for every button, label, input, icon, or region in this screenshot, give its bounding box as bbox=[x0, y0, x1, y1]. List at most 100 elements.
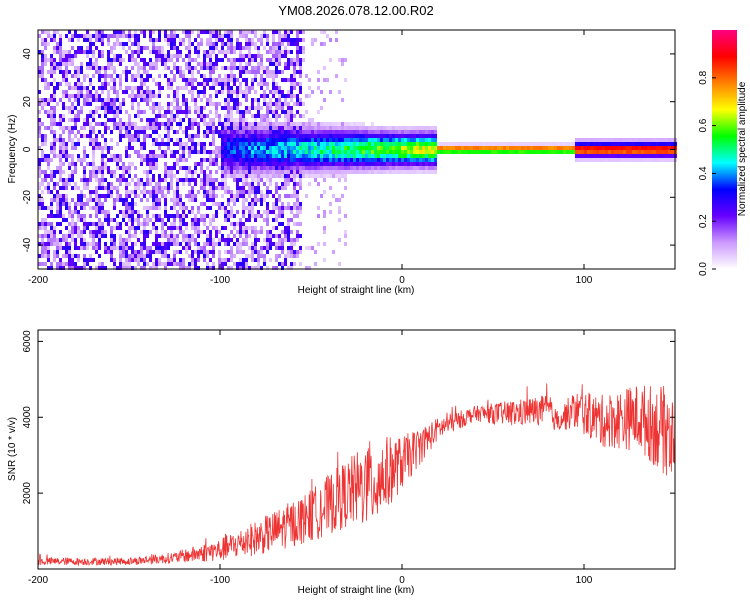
heatmap-cell bbox=[242, 126, 245, 130]
heatmap-cell bbox=[221, 142, 224, 146]
heatmap-cell bbox=[665, 138, 668, 142]
heatmap-cell bbox=[38, 162, 41, 166]
heatmap-cell bbox=[449, 142, 452, 146]
heatmap-cell bbox=[50, 62, 53, 66]
heatmap-cell bbox=[371, 142, 374, 146]
heatmap-cell bbox=[236, 130, 239, 134]
heatmap-cell bbox=[275, 202, 278, 206]
heatmap-cell bbox=[188, 90, 191, 94]
heatmap-cell bbox=[44, 226, 47, 230]
heatmap-cell bbox=[434, 150, 437, 154]
heatmap-cell bbox=[230, 198, 233, 202]
heatmap-cell bbox=[323, 130, 326, 134]
heatmap-cell bbox=[62, 246, 65, 250]
heatmap-cell bbox=[209, 142, 212, 146]
heatmap-cell bbox=[236, 222, 239, 226]
heatmap-cell bbox=[275, 154, 278, 158]
heatmap-cell bbox=[290, 194, 293, 198]
heatmap-cell bbox=[347, 138, 350, 142]
heatmap-cell bbox=[224, 30, 227, 34]
heatmap-cell bbox=[332, 166, 335, 170]
heatmap-cell bbox=[218, 90, 221, 94]
heatmap-cell bbox=[56, 242, 59, 246]
heatmap-cell bbox=[149, 30, 152, 34]
heatmap-cell bbox=[263, 162, 266, 166]
heatmap-cell bbox=[299, 38, 302, 42]
heatmap-cell bbox=[230, 194, 233, 198]
heatmap-cell bbox=[170, 54, 173, 58]
heatmap-cell bbox=[110, 182, 113, 186]
heatmap-cell bbox=[74, 126, 77, 130]
heatmap-cell bbox=[260, 94, 263, 98]
heatmap-cell bbox=[89, 90, 92, 94]
heatmap-cell bbox=[68, 86, 71, 90]
heatmap-cell bbox=[77, 218, 80, 222]
heatmap-cell bbox=[143, 142, 146, 146]
heatmap-cell bbox=[176, 186, 179, 190]
heatmap-cell bbox=[266, 58, 269, 62]
heatmap-cell bbox=[278, 30, 281, 34]
heatmap-cell bbox=[86, 134, 89, 138]
heatmap-cell bbox=[152, 226, 155, 230]
heatmap-cell bbox=[242, 222, 245, 226]
heatmap-cell bbox=[86, 38, 89, 42]
heatmap-cell bbox=[194, 162, 197, 166]
heatmap-cell bbox=[53, 98, 56, 102]
heatmap-cell bbox=[41, 202, 44, 206]
heatmap-cell bbox=[146, 174, 149, 178]
heatmap-cell bbox=[281, 126, 284, 130]
heatmap-cell bbox=[302, 142, 305, 146]
heatmap-cell bbox=[308, 142, 311, 146]
heatmap-cell bbox=[74, 230, 77, 234]
heatmap-cell bbox=[44, 86, 47, 90]
heatmap-cell bbox=[83, 254, 86, 258]
heatmap-cell bbox=[230, 142, 233, 146]
heatmap-cell bbox=[668, 154, 671, 158]
heatmap-cell bbox=[68, 178, 71, 182]
heatmap-cell bbox=[164, 262, 167, 266]
heatmap-cell bbox=[146, 74, 149, 78]
heatmap-cell bbox=[176, 70, 179, 74]
heatmap-cell bbox=[221, 42, 224, 46]
heatmap-cell bbox=[362, 162, 365, 166]
heatmap-cell bbox=[140, 246, 143, 250]
heatmap-cell bbox=[155, 102, 158, 106]
heatmap-cell bbox=[125, 230, 128, 234]
heatmap-cell bbox=[53, 86, 56, 90]
heatmap-cell bbox=[191, 198, 194, 202]
heatmap-cell bbox=[173, 46, 176, 50]
heatmap-cell bbox=[329, 210, 332, 214]
heatmap-cell bbox=[422, 134, 425, 138]
heatmap-cell bbox=[116, 122, 119, 126]
heatmap-cell bbox=[215, 54, 218, 58]
heatmap-cell bbox=[125, 166, 128, 170]
heatmap-cell bbox=[263, 258, 266, 262]
heatmap-cell bbox=[395, 134, 398, 138]
heatmap-cell bbox=[293, 78, 296, 82]
heatmap-cell bbox=[95, 214, 98, 218]
heatmap-cell bbox=[185, 266, 188, 270]
heatmap-cell bbox=[116, 30, 119, 34]
heatmap-cell bbox=[233, 242, 236, 246]
heatmap-cell bbox=[242, 150, 245, 154]
heatmap-cell bbox=[155, 250, 158, 254]
heatmap-cell bbox=[359, 130, 362, 134]
heatmap-cell bbox=[179, 206, 182, 210]
heatmap-cell bbox=[224, 138, 227, 142]
heatmap-cell bbox=[311, 90, 314, 94]
heatmap-cell bbox=[326, 174, 329, 178]
heatmap-cell bbox=[302, 158, 305, 162]
heatmap-cell bbox=[401, 166, 404, 170]
heatmap-cell bbox=[56, 30, 59, 34]
heatmap-cell bbox=[326, 138, 329, 142]
heatmap-cell bbox=[89, 38, 92, 42]
heatmap-cell bbox=[284, 186, 287, 190]
heatmap-cell bbox=[269, 182, 272, 186]
heatmap-cell bbox=[164, 38, 167, 42]
heatmap-cell bbox=[368, 130, 371, 134]
heatmap-cell bbox=[209, 86, 212, 90]
heatmap-cell bbox=[125, 178, 128, 182]
heatmap-cell bbox=[365, 170, 368, 174]
heatmap-cell bbox=[233, 58, 236, 62]
heatmap-cell bbox=[389, 146, 392, 150]
